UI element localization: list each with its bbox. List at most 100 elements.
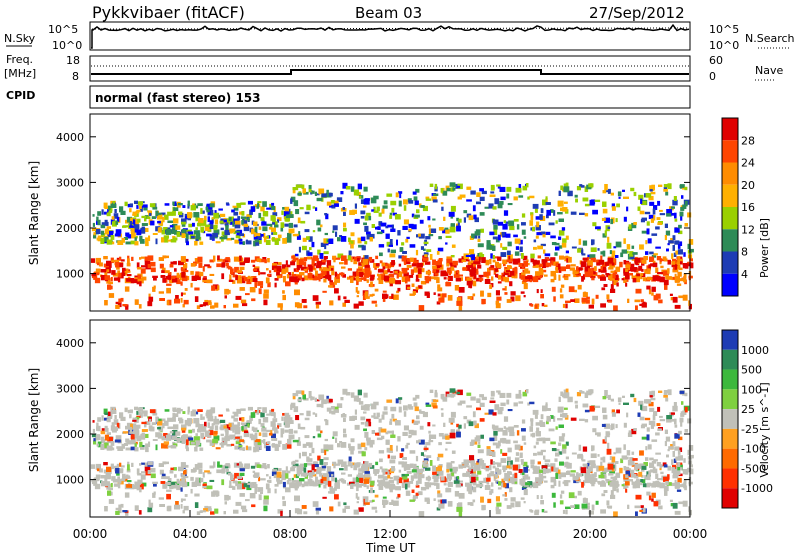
power-cell (682, 294, 688, 301)
power-cell (684, 223, 688, 227)
velocity-cell (473, 469, 476, 474)
power-cell (495, 290, 500, 296)
power-cell (206, 233, 212, 237)
power-cell (329, 282, 336, 288)
power-cell (162, 278, 167, 283)
power-cell (659, 260, 662, 265)
velocity-cell (216, 469, 223, 474)
power-cell (391, 260, 395, 266)
velocity-cell (342, 480, 346, 484)
velocity-cell (608, 473, 614, 476)
power-cell (513, 219, 519, 222)
power-cell (111, 216, 115, 220)
power-cell (368, 256, 373, 262)
power-cell (427, 276, 432, 282)
power-cell (525, 183, 529, 188)
velocity-cell (387, 471, 390, 476)
velocity-cell (688, 481, 693, 485)
velocity-cell (436, 457, 440, 461)
power-cell (224, 259, 229, 263)
power-cell (108, 277, 111, 283)
power-cell (495, 238, 500, 243)
power-cell (378, 212, 382, 217)
velocity-cell (610, 398, 614, 402)
power-cell (418, 233, 425, 239)
velocity-cell (378, 427, 383, 432)
velocity-cell (677, 450, 681, 455)
power-cell (635, 305, 638, 310)
power-cell (186, 233, 189, 240)
power-cell (558, 230, 565, 236)
power-cell (641, 273, 646, 277)
power-cell (235, 230, 240, 233)
power-cell (496, 184, 501, 187)
velocity-cell (615, 424, 618, 429)
power-cell (581, 297, 588, 303)
power-cell (141, 204, 148, 208)
power-cell (124, 286, 130, 292)
velocity-cell (630, 473, 637, 478)
velocity-cell (161, 473, 166, 479)
power-cell (203, 302, 209, 306)
velocity-cell (142, 445, 145, 448)
velocity-cell (305, 472, 310, 476)
power-cell (610, 284, 614, 290)
power-cell (359, 196, 362, 199)
power-cell (504, 286, 507, 291)
velocity-cell (257, 409, 260, 415)
velocity-cell (471, 460, 475, 467)
power-cell (470, 258, 474, 264)
power-cell (683, 273, 687, 278)
velocity-cell (423, 454, 426, 457)
power-cell (214, 219, 219, 225)
velocity-cell (521, 469, 525, 474)
velocity-cell (452, 466, 458, 472)
power-cell (389, 253, 396, 258)
velocity-cell (258, 476, 261, 482)
velocity-cell (244, 463, 250, 468)
power-cell (423, 252, 429, 256)
power-cell (615, 255, 619, 258)
velocity-cell (213, 435, 220, 441)
power-cell (474, 231, 481, 236)
velocity-cell (585, 505, 590, 510)
velocity-cell (134, 443, 137, 447)
velocity-cell (291, 465, 297, 468)
power-cell (196, 305, 201, 309)
velocity-cell (178, 417, 183, 421)
power-cell (190, 205, 196, 211)
power-cell (678, 267, 683, 271)
velocity-cell (308, 442, 313, 448)
power-cell (498, 275, 502, 280)
velocity-cell (656, 423, 661, 426)
power-cell (664, 235, 667, 241)
velocity-cell (185, 422, 188, 426)
power-cell (142, 276, 147, 281)
velocity-cell (290, 404, 293, 410)
velocity-cell (468, 421, 474, 427)
power-cell (626, 206, 629, 212)
power-cell (285, 267, 289, 273)
velocity-cell (250, 465, 256, 469)
power-cell (483, 259, 490, 264)
velocity-cell (294, 508, 300, 514)
velocity-cell (615, 447, 622, 454)
velocity-cell (647, 482, 652, 487)
velocity-cell (391, 499, 394, 505)
velocity-cell (442, 396, 448, 402)
velocity-cell (241, 417, 245, 422)
velocity-cell (217, 461, 220, 467)
power-cell (638, 194, 644, 200)
velocity-cell (682, 392, 686, 396)
velocity-cell (513, 480, 517, 483)
power-cell (262, 226, 268, 232)
velocity-cell (377, 479, 380, 483)
velocity-cell (487, 498, 492, 504)
velocity-cell (555, 426, 558, 430)
power-cell (335, 274, 340, 279)
power-cell (97, 211, 102, 216)
velocity-cell (144, 466, 151, 472)
power-cell (452, 260, 458, 266)
velocity-cell (468, 467, 472, 471)
power-cell (653, 253, 658, 256)
